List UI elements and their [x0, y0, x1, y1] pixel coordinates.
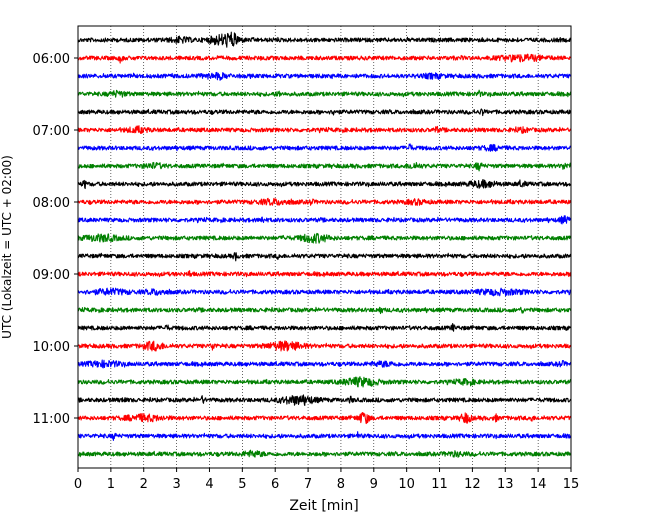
seismogram-trace — [77, 71, 572, 81]
y-tick-label: 09:00 — [33, 268, 70, 283]
y-axis-label: UTC (Lokalzeit = UTC + 02:00) — [0, 155, 14, 339]
seismogram-trace — [77, 252, 572, 262]
x-tick-label: 3 — [172, 477, 180, 492]
seismogram-trace — [77, 89, 572, 98]
seismogram-trace — [77, 431, 572, 441]
x-tick-label: 11 — [431, 477, 448, 492]
seismogram-trace — [77, 125, 572, 134]
seismogram-trace — [77, 53, 572, 64]
x-tick-label: 12 — [464, 477, 481, 492]
seismogram-trace — [77, 394, 572, 407]
x-axis-label: Zeit [min] — [289, 498, 358, 514]
x-ticks: 0 1 2 3 4 5 6 7 8 9 10 11 12 13 14 15 — [74, 468, 579, 492]
x-tick-label: 1 — [107, 477, 115, 492]
x-tick-label: 15 — [563, 477, 580, 492]
seismogram-trace — [77, 270, 572, 278]
seismogram-trace — [77, 197, 572, 206]
seismogram-trace — [77, 411, 572, 425]
seismogram-trace — [77, 376, 572, 388]
seismogram-trace — [77, 287, 572, 297]
y-tick-label: 06:00 — [33, 52, 70, 67]
y-tick-label: 07:00 — [33, 124, 70, 139]
seismogram-trace — [77, 359, 572, 369]
x-tick-label: 7 — [304, 477, 312, 492]
seismogram-trace — [77, 232, 572, 244]
seismogram-trace — [77, 215, 572, 225]
x-tick-label: 9 — [370, 477, 378, 492]
x-tick-label: 2 — [140, 477, 148, 492]
x-tick-label: 14 — [530, 477, 547, 492]
seismogram-trace — [77, 306, 572, 315]
x-tick-label: 13 — [497, 477, 514, 492]
seismogram-trace — [77, 161, 572, 172]
x-tick-label: 6 — [271, 477, 279, 492]
plot-frame — [77, 25, 572, 469]
seismogram-trace — [77, 31, 572, 48]
seismogram-trace — [77, 449, 572, 458]
y-tick-label: 11:00 — [33, 412, 70, 427]
seismogram-trace — [77, 323, 572, 332]
trace-lines — [77, 31, 572, 458]
seismogram-trace — [77, 108, 572, 117]
x-tick-label: 8 — [337, 477, 345, 492]
y-tick-label: 10:00 — [33, 340, 70, 355]
seismogram-trace — [77, 179, 572, 190]
x-tick-label: 5 — [238, 477, 246, 492]
x-tick-label: 0 — [74, 477, 82, 492]
x-tick-label: 4 — [205, 477, 213, 492]
y-tick-label: 08:00 — [33, 196, 70, 211]
seismogram-trace — [77, 340, 572, 352]
x-tick-label: 10 — [398, 477, 415, 492]
y-ticks: 06:00 07:00 08:00 09:00 10:00 11:00 — [33, 52, 78, 427]
seismogram-trace — [77, 143, 572, 152]
